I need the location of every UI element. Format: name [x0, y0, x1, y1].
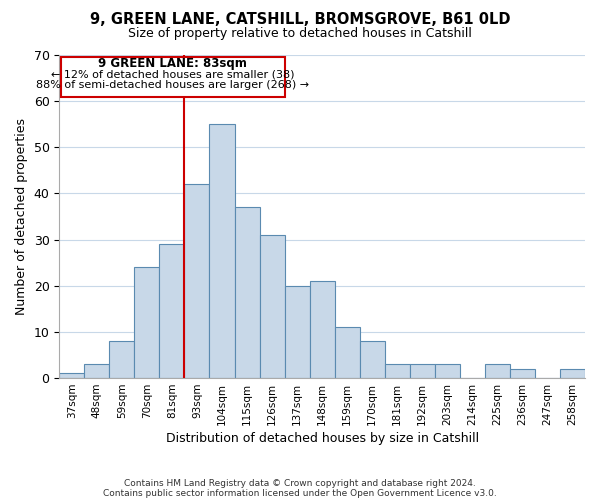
Bar	[260, 235, 284, 378]
X-axis label: Distribution of detached houses by size in Catshill: Distribution of detached houses by size …	[166, 432, 479, 445]
Bar	[335, 328, 359, 378]
Text: 9, GREEN LANE, CATSHILL, BROMSGROVE, B61 0LD: 9, GREEN LANE, CATSHILL, BROMSGROVE, B61…	[90, 12, 510, 28]
Bar	[184, 184, 209, 378]
Bar	[284, 286, 310, 378]
Bar	[85, 364, 109, 378]
Bar	[435, 364, 460, 378]
Text: ← 12% of detached houses are smaller (38): ← 12% of detached houses are smaller (38…	[51, 70, 295, 80]
Bar	[385, 364, 410, 378]
Bar	[59, 374, 85, 378]
Bar	[560, 369, 585, 378]
Text: Size of property relative to detached houses in Catshill: Size of property relative to detached ho…	[128, 28, 472, 40]
Text: 88% of semi-detached houses are larger (268) →: 88% of semi-detached houses are larger (…	[36, 80, 309, 90]
FancyBboxPatch shape	[61, 58, 284, 96]
Bar	[410, 364, 435, 378]
Bar	[510, 369, 535, 378]
Text: 9 GREEN LANE: 83sqm: 9 GREEN LANE: 83sqm	[98, 57, 247, 70]
Bar	[359, 341, 385, 378]
Bar	[485, 364, 510, 378]
Bar	[134, 268, 160, 378]
Bar	[160, 244, 184, 378]
Bar	[235, 208, 260, 378]
Text: Contains public sector information licensed under the Open Government Licence v3: Contains public sector information licen…	[103, 488, 497, 498]
Text: Contains HM Land Registry data © Crown copyright and database right 2024.: Contains HM Land Registry data © Crown c…	[124, 478, 476, 488]
Bar	[310, 281, 335, 378]
Bar	[109, 341, 134, 378]
Bar	[209, 124, 235, 378]
Y-axis label: Number of detached properties: Number of detached properties	[15, 118, 28, 315]
